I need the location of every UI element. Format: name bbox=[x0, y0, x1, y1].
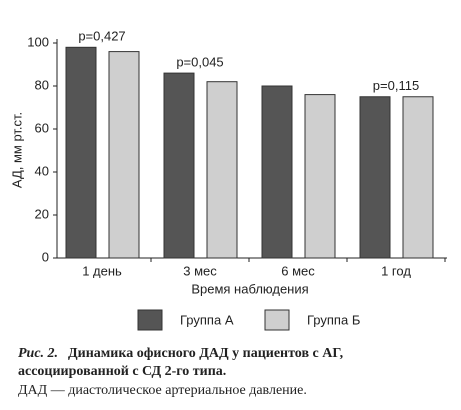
caption-note: ДАД — диастолическое артериальное давлен… bbox=[18, 383, 307, 398]
bar bbox=[359, 96, 391, 259]
x-axis-label: Время наблюдения bbox=[191, 281, 308, 296]
annotation: p=0,427 bbox=[78, 29, 125, 44]
caption-label: Рис. 2. bbox=[18, 346, 58, 361]
annotation: p=0,045 bbox=[176, 55, 223, 70]
bar bbox=[402, 96, 434, 259]
caption-title: Динамика офисного ДАД у пациентов с АГ, bbox=[68, 346, 343, 361]
legend-swatch bbox=[264, 309, 290, 331]
y-tick-label: 80 bbox=[35, 77, 49, 92]
annotation: p=0,115 bbox=[373, 78, 419, 93]
y-tick-label: 60 bbox=[35, 120, 49, 135]
legend-swatch bbox=[137, 309, 163, 331]
y-tick-label: 40 bbox=[35, 163, 49, 178]
bar bbox=[163, 72, 195, 259]
y-tick-label: 100 bbox=[27, 34, 49, 49]
caption-title: ассоциированной с СД 2-го типа. bbox=[18, 364, 226, 379]
x-tick-label: 1 год bbox=[381, 263, 411, 278]
x-tick-label: 6 мес bbox=[281, 263, 315, 278]
bar bbox=[108, 51, 140, 259]
bar bbox=[304, 94, 336, 259]
x-tick-label: 1 день bbox=[82, 263, 122, 278]
y-axis-label: АД, мм рт.ст. bbox=[9, 112, 24, 188]
legend-label: Группа Б bbox=[307, 312, 360, 327]
x-tick-label: 3 мес bbox=[183, 263, 217, 278]
bar bbox=[261, 85, 293, 259]
bar bbox=[206, 81, 238, 259]
bar bbox=[65, 46, 97, 259]
y-tick-label: 0 bbox=[42, 249, 49, 264]
y-tick-label: 20 bbox=[35, 206, 49, 221]
legend-label: Группа А bbox=[180, 312, 234, 327]
